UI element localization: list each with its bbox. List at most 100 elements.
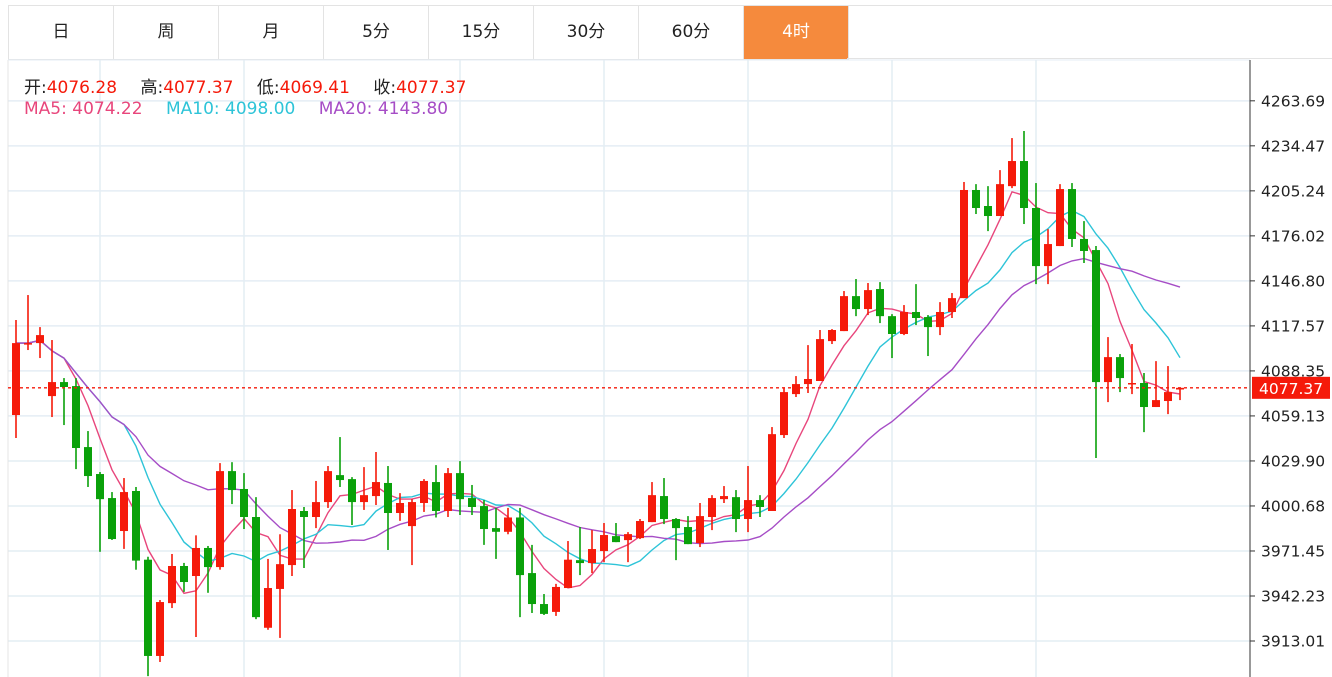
candle-body bbox=[480, 506, 488, 530]
candle bbox=[600, 523, 608, 563]
candle bbox=[732, 490, 740, 533]
candle-body bbox=[984, 206, 992, 217]
ma20-legend: MA20: 4143.80 bbox=[319, 99, 448, 119]
tab-period-2[interactable]: 月 bbox=[219, 6, 324, 59]
candle-body bbox=[156, 602, 164, 656]
close-label: 收: bbox=[373, 78, 397, 98]
candle bbox=[1152, 361, 1160, 408]
candle bbox=[348, 477, 356, 526]
open-value: 4076.28 bbox=[46, 78, 118, 98]
candle-body bbox=[888, 316, 896, 335]
candle bbox=[36, 327, 44, 359]
candle bbox=[708, 495, 716, 531]
candle bbox=[720, 486, 728, 503]
candle bbox=[312, 480, 320, 529]
candle-body bbox=[312, 502, 320, 518]
candle bbox=[780, 388, 788, 438]
candle bbox=[660, 478, 668, 525]
low-label: 低: bbox=[256, 78, 280, 98]
candle bbox=[756, 495, 764, 518]
candle-body bbox=[132, 490, 140, 561]
candle-body bbox=[1092, 250, 1100, 383]
candle bbox=[444, 468, 452, 518]
candle-body bbox=[660, 496, 668, 520]
tab-period-0[interactable]: 日 bbox=[9, 6, 114, 59]
ma10-value: 4098.00 bbox=[225, 99, 296, 119]
candle-body bbox=[240, 488, 248, 518]
candle-body bbox=[972, 189, 980, 209]
candle-body bbox=[636, 521, 644, 539]
candle-body bbox=[252, 517, 260, 618]
candle-body bbox=[372, 482, 380, 497]
candle-body bbox=[48, 382, 56, 397]
candle bbox=[948, 293, 956, 318]
candle-body bbox=[180, 565, 188, 583]
candle bbox=[300, 507, 308, 569]
candle bbox=[624, 532, 632, 563]
high-value: 4077.37 bbox=[163, 78, 234, 98]
candle bbox=[204, 545, 212, 593]
candle bbox=[492, 507, 500, 559]
candle-body bbox=[672, 519, 680, 529]
candle-body bbox=[684, 527, 692, 545]
candle bbox=[792, 376, 800, 398]
candle-body bbox=[996, 184, 1004, 217]
candle bbox=[528, 544, 536, 613]
candle-body bbox=[300, 511, 308, 518]
candle bbox=[1176, 387, 1184, 401]
candle bbox=[1008, 138, 1016, 189]
candle bbox=[60, 378, 68, 426]
candle bbox=[1092, 246, 1100, 459]
candle-body bbox=[492, 528, 500, 532]
candle-body bbox=[612, 536, 620, 543]
candle bbox=[852, 279, 860, 317]
candle bbox=[912, 284, 920, 326]
candle-body bbox=[828, 330, 836, 342]
candle bbox=[1104, 337, 1112, 403]
tab-period-5[interactable]: 30分 bbox=[534, 6, 639, 59]
ma-legend: MA5: 4074.22 MA10: 4098.00 MA20: 4143.80 bbox=[24, 99, 448, 119]
candle-body bbox=[228, 471, 236, 491]
candle bbox=[372, 452, 380, 505]
last-price-label: 4077.37 bbox=[1259, 380, 1323, 398]
high-label: 高: bbox=[140, 78, 164, 98]
candle bbox=[696, 502, 704, 548]
candle-body bbox=[732, 497, 740, 520]
candle-body bbox=[1056, 189, 1064, 247]
candle-body bbox=[792, 384, 800, 395]
candle bbox=[864, 283, 872, 316]
candle-body bbox=[552, 586, 560, 612]
tab-period-1[interactable]: 周 bbox=[114, 6, 219, 59]
candle bbox=[252, 497, 260, 620]
candle-body bbox=[204, 547, 212, 568]
tab-period-6[interactable]: 60分 bbox=[639, 6, 744, 59]
tab-period-7[interactable]: 4时 bbox=[744, 6, 849, 59]
candle-body bbox=[924, 317, 932, 328]
candle-body bbox=[384, 482, 392, 514]
candle-body bbox=[24, 343, 32, 345]
tab-period-4[interactable]: 15分 bbox=[429, 6, 534, 59]
candle-body bbox=[1116, 357, 1124, 379]
ma5-label: MA5: bbox=[24, 99, 67, 119]
candle bbox=[156, 600, 164, 662]
y-axis-tick-label: 4234.47 bbox=[1261, 137, 1325, 155]
ma20-label: MA20: bbox=[318, 99, 373, 119]
candle-body bbox=[348, 479, 356, 503]
tab-bar-filler bbox=[847, 5, 1332, 59]
candle bbox=[1020, 130, 1028, 225]
candle-body bbox=[1008, 161, 1016, 187]
candle-body bbox=[360, 495, 368, 503]
tab-period-3[interactable]: 5分 bbox=[324, 6, 429, 59]
candle bbox=[336, 437, 344, 487]
candle-body bbox=[540, 604, 548, 614]
candle bbox=[432, 465, 440, 518]
y-axis-tick-label: 4117.57 bbox=[1261, 317, 1325, 335]
y-axis-tick-label: 4263.69 bbox=[1261, 92, 1325, 110]
candle-body bbox=[444, 473, 452, 512]
last-price-tag bbox=[1252, 376, 1330, 399]
candle bbox=[48, 340, 56, 418]
candle-body bbox=[408, 502, 416, 527]
candle bbox=[1128, 344, 1136, 395]
candle bbox=[576, 527, 584, 576]
candle bbox=[120, 478, 128, 549]
